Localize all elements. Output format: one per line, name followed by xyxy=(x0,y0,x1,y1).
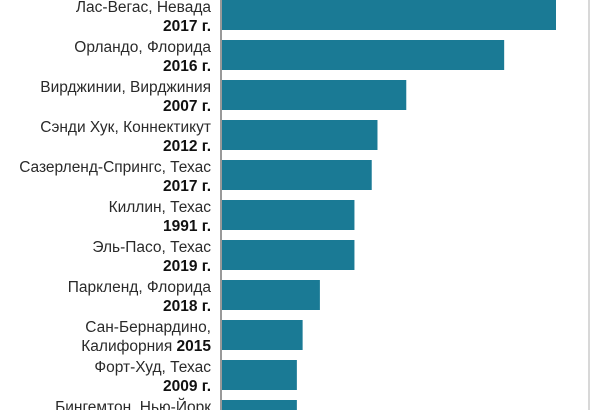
bar xyxy=(222,40,505,70)
category-label: Форт-Худ, Техас xyxy=(94,359,211,376)
category-year: Калифорния 2015 xyxy=(81,338,211,355)
bar xyxy=(222,320,303,350)
category-year: 2019 г. xyxy=(163,258,211,275)
category-label: Сазерленд-Спрингс, Техас xyxy=(19,159,211,176)
category-label: Паркленд, Флорида xyxy=(68,279,212,296)
bar xyxy=(222,160,372,190)
category-label: Бингемтон, Нью-Йорк xyxy=(55,398,211,410)
bar xyxy=(222,280,320,310)
category-year: 2016 г. xyxy=(163,58,211,75)
category-label: Лас-Вегас, Невада xyxy=(76,0,211,16)
category-year: 2017 г. xyxy=(163,178,211,195)
category-label: Сэнди Хук, Коннектикут xyxy=(40,119,211,136)
category-label: Киллин, Техас xyxy=(109,199,212,216)
bar xyxy=(222,80,407,110)
bar xyxy=(222,240,355,270)
category-label: Эль-Пасо, Техас xyxy=(92,239,211,256)
bar xyxy=(222,120,378,150)
category-year: 1991 г. xyxy=(163,218,211,235)
category-year: 2012 г. xyxy=(163,138,211,155)
bar xyxy=(222,0,556,30)
category-label: Орландо, Флорида xyxy=(74,39,211,56)
category-label-line2: Калифорния xyxy=(81,338,176,355)
bar xyxy=(222,200,355,230)
category-year: 2009 г. xyxy=(163,378,211,395)
category-year-value: 2015 xyxy=(177,338,212,355)
category-year: 2018 г. xyxy=(163,298,211,315)
bar xyxy=(222,400,297,410)
bar xyxy=(222,360,297,390)
page-edge xyxy=(588,0,590,410)
category-label: Сан-Бернардино, xyxy=(85,319,211,336)
category-year: 2007 г. xyxy=(163,98,211,115)
category-label: Вирджинии, Вирджиния xyxy=(40,79,211,96)
category-year: 2017 г. xyxy=(163,18,211,35)
